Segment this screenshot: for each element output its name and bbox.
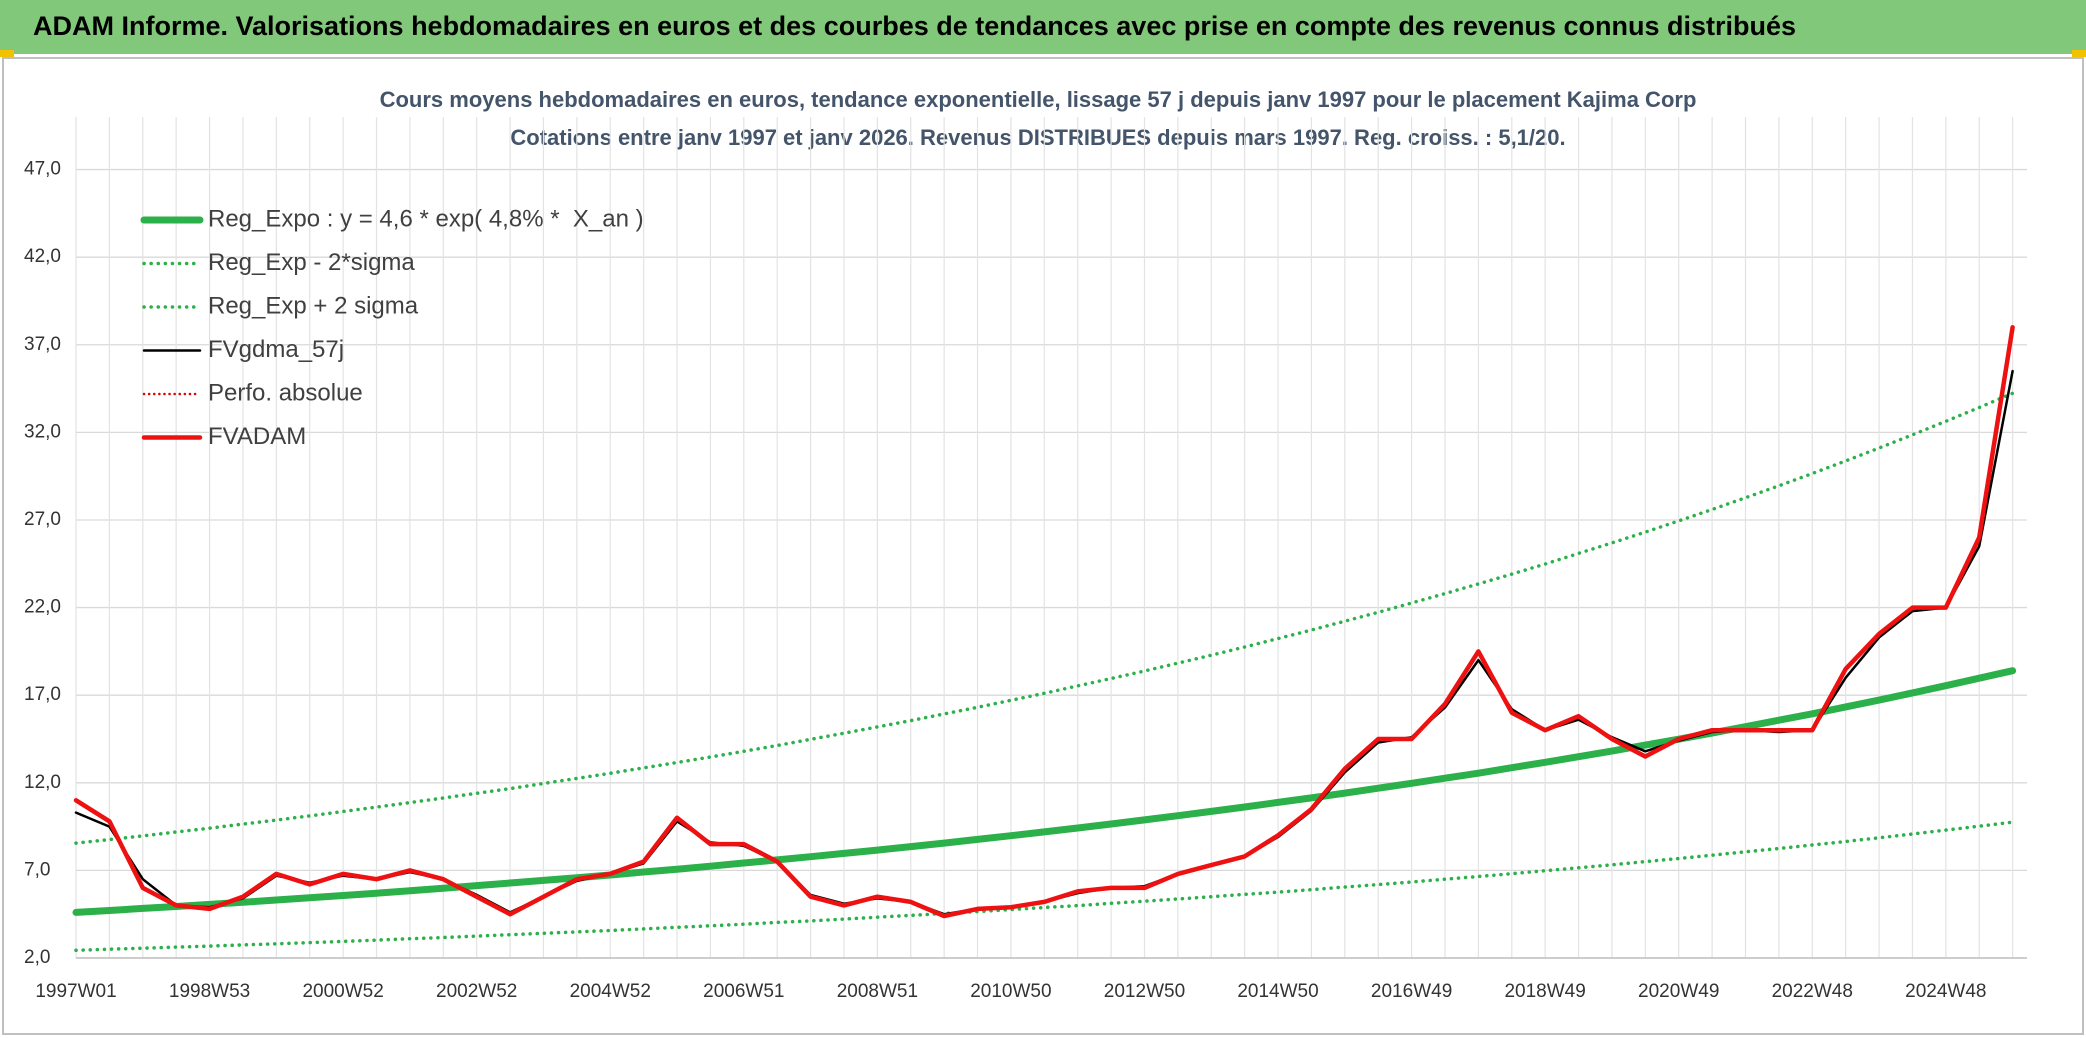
legend: Reg_Expo : y = 4,6 * exp( 4,8% * X_an ) R… — [140, 205, 644, 450]
x-tick-label: 2014W50 — [1237, 981, 1318, 1002]
legend-label: FVgdma_57j — [208, 336, 344, 363]
x-tick-label: 2006W51 — [703, 981, 784, 1002]
legend-label: Reg_Expo : y = 4,6 * exp( 4,8% * X_an ) — [208, 205, 644, 232]
y-tick-label: 37,0 — [24, 334, 61, 355]
x-tick-label: 2008W51 — [837, 981, 918, 1002]
legend-label: Reg_Exp - 2*sigma — [208, 249, 415, 276]
x-tick-label: 2010W50 — [970, 981, 1051, 1002]
plot-area — [72, 325, 2017, 953]
x-tick-label: 2022W48 — [1772, 981, 1853, 1002]
y-tick-label: 12,0 — [24, 772, 61, 793]
corner-mark — [2072, 50, 2086, 57]
x-tick-label: 2020W49 — [1638, 981, 1719, 1002]
x-tick-label: 2018W49 — [1504, 981, 1585, 1002]
legend-label: FVADAM — [208, 423, 306, 450]
grid: 2,0 7,0 12,0 17,0 22,0 27,0 32,0 37,0 42,0 47,0 19… — [24, 117, 2027, 1002]
series-line — [74, 391, 2015, 845]
y-tick-label: 17,0 — [24, 684, 61, 705]
y-tick-label: 27,0 — [24, 509, 61, 530]
series-line — [73, 325, 2015, 919]
y-tick-label: 47,0 — [24, 159, 61, 180]
chart-subtitle: Cours moyens hebdomadaires en euros, ten… — [380, 87, 1697, 112]
y-tick-label: 32,0 — [24, 421, 61, 442]
x-tick-label: 2024W48 — [1905, 981, 1986, 1002]
x-tick-label: 2002W52 — [436, 981, 517, 1002]
chart-subtitle: Cotations entre janv 1997 et janv 2026. … — [510, 125, 1565, 150]
x-tick-label: 2016W49 — [1371, 981, 1452, 1002]
x-tick-label: 2012W50 — [1104, 981, 1185, 1002]
y-tick-label: 22,0 — [24, 597, 61, 618]
corner-mark — [0, 50, 14, 57]
legend-label: Reg_Exp + 2 sigma — [208, 292, 419, 319]
legend-label: Perfo. absolue — [208, 379, 363, 406]
x-tick-label: 1997W01 — [35, 981, 116, 1002]
y-tick-label: 42,0 — [24, 246, 61, 267]
x-tick-label: 1998W53 — [169, 981, 250, 1002]
x-tick-label: 2004W52 — [570, 981, 651, 1002]
x-tick-label: 2000W52 — [302, 981, 383, 1002]
chart-title: ADAM Informe. Valorisations hebdomadaire… — [33, 11, 1796, 41]
y-tick-label: 2,0 — [24, 947, 50, 968]
chart-frame — [2, 57, 2084, 1035]
title-banner — [0, 0, 2086, 54]
y-tick-label: 7,0 — [24, 859, 50, 880]
